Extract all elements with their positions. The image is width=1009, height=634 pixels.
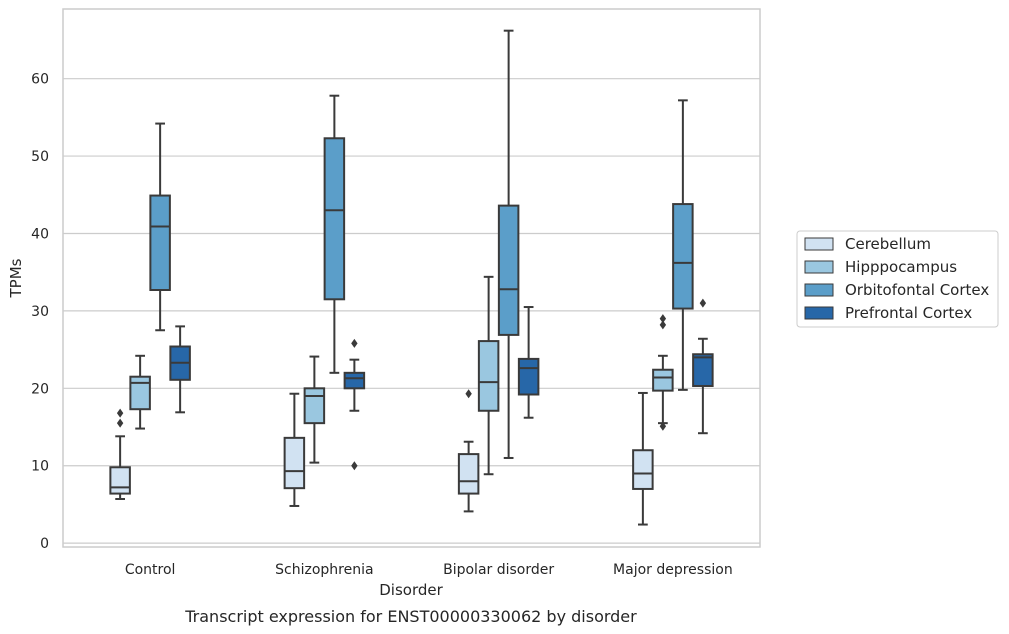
- box-body: [129, 375, 151, 411]
- outlier-point: [351, 338, 358, 348]
- box-body: [652, 368, 674, 392]
- box-body: [457, 453, 480, 495]
- box-body: [632, 449, 654, 490]
- legend-label: Cerebellum: [845, 235, 931, 253]
- y-tick-label: 50: [31, 149, 49, 165]
- box-0-1: [283, 392, 306, 507]
- box-1-3: [652, 314, 674, 431]
- box-1-0: [129, 354, 151, 430]
- box-1-1: [303, 355, 326, 464]
- boxes: [109, 29, 714, 526]
- x-tick-labels: Control Schizophrenia Bipolar disorder Majo…: [125, 562, 733, 578]
- box-2-3: [672, 99, 694, 391]
- y-tick-label: 20: [31, 381, 49, 397]
- box-body: [497, 204, 520, 336]
- legend-item: Hipppocampus: [804, 258, 957, 276]
- legend-label: Hipppocampus: [845, 258, 957, 276]
- box-body: [149, 194, 171, 291]
- legend-swatch: [804, 306, 834, 320]
- box-3-1: [343, 338, 366, 471]
- box-body: [692, 353, 714, 387]
- outlier-point: [116, 418, 124, 428]
- legend-item: Prefrontal Cortex: [804, 304, 972, 322]
- box-body: [109, 466, 131, 495]
- box-0-0: [109, 408, 131, 501]
- legend-frame: [796, 230, 999, 328]
- box-2-0: [149, 122, 171, 332]
- box-body: [323, 137, 346, 301]
- outlier-point: [465, 389, 472, 399]
- x-tick-label: Bipolar disorder: [443, 562, 554, 578]
- legend-swatch: [804, 283, 834, 297]
- legend-item: Orbitofontal Cortex: [804, 281, 989, 299]
- box-body: [283, 436, 306, 490]
- box-3-2: [517, 306, 540, 419]
- box-body: [303, 387, 326, 425]
- y-tick-label: 30: [31, 304, 49, 320]
- box-body: [517, 357, 540, 396]
- x-tick-label: Major depression: [613, 562, 733, 578]
- legend: Cerebellum Hipppocampus Orbitofontal Corte…: [796, 230, 999, 328]
- legend-swatch: [804, 260, 834, 274]
- outlier-point: [116, 408, 124, 418]
- outlier-point: [699, 298, 707, 308]
- y-tick-label: 10: [31, 459, 49, 475]
- box-body: [672, 203, 694, 310]
- box-0-2: [457, 389, 480, 513]
- outlier-point: [659, 421, 667, 431]
- legend-swatch: [804, 237, 834, 251]
- y-axis-label: TPMs: [7, 258, 25, 298]
- box-2-1: [323, 94, 346, 374]
- outlier-point: [351, 461, 358, 471]
- box-3-0: [169, 325, 191, 414]
- grid-lines: [63, 78, 760, 544]
- box-body: [477, 340, 500, 412]
- y-tick-label: 40: [31, 226, 49, 242]
- box-3-3: [692, 298, 714, 435]
- plot-frame: [62, 8, 761, 548]
- legend-label: Prefrontal Cortex: [845, 304, 972, 322]
- y-tick-labels: 0 10 20 30 40 50 60: [31, 72, 49, 552]
- x-tick-label: Control: [125, 562, 176, 578]
- legend-label: Orbitofontal Cortex: [845, 281, 989, 299]
- outlier-point: [659, 314, 667, 324]
- box-body: [343, 371, 366, 390]
- y-tick-label: 0: [40, 536, 49, 552]
- box-1-2: [477, 275, 500, 476]
- outlier-point: [659, 320, 667, 330]
- x-axis-label: Disorder: [379, 581, 443, 599]
- box-2-2: [497, 29, 520, 459]
- y-tick-label: 60: [31, 72, 49, 88]
- chart-caption: Transcript expression for ENST0000033006…: [184, 607, 637, 626]
- x-tick-label: Schizophrenia: [275, 562, 373, 578]
- box-0-3: [632, 391, 654, 526]
- legend-item: Cerebellum: [804, 235, 931, 253]
